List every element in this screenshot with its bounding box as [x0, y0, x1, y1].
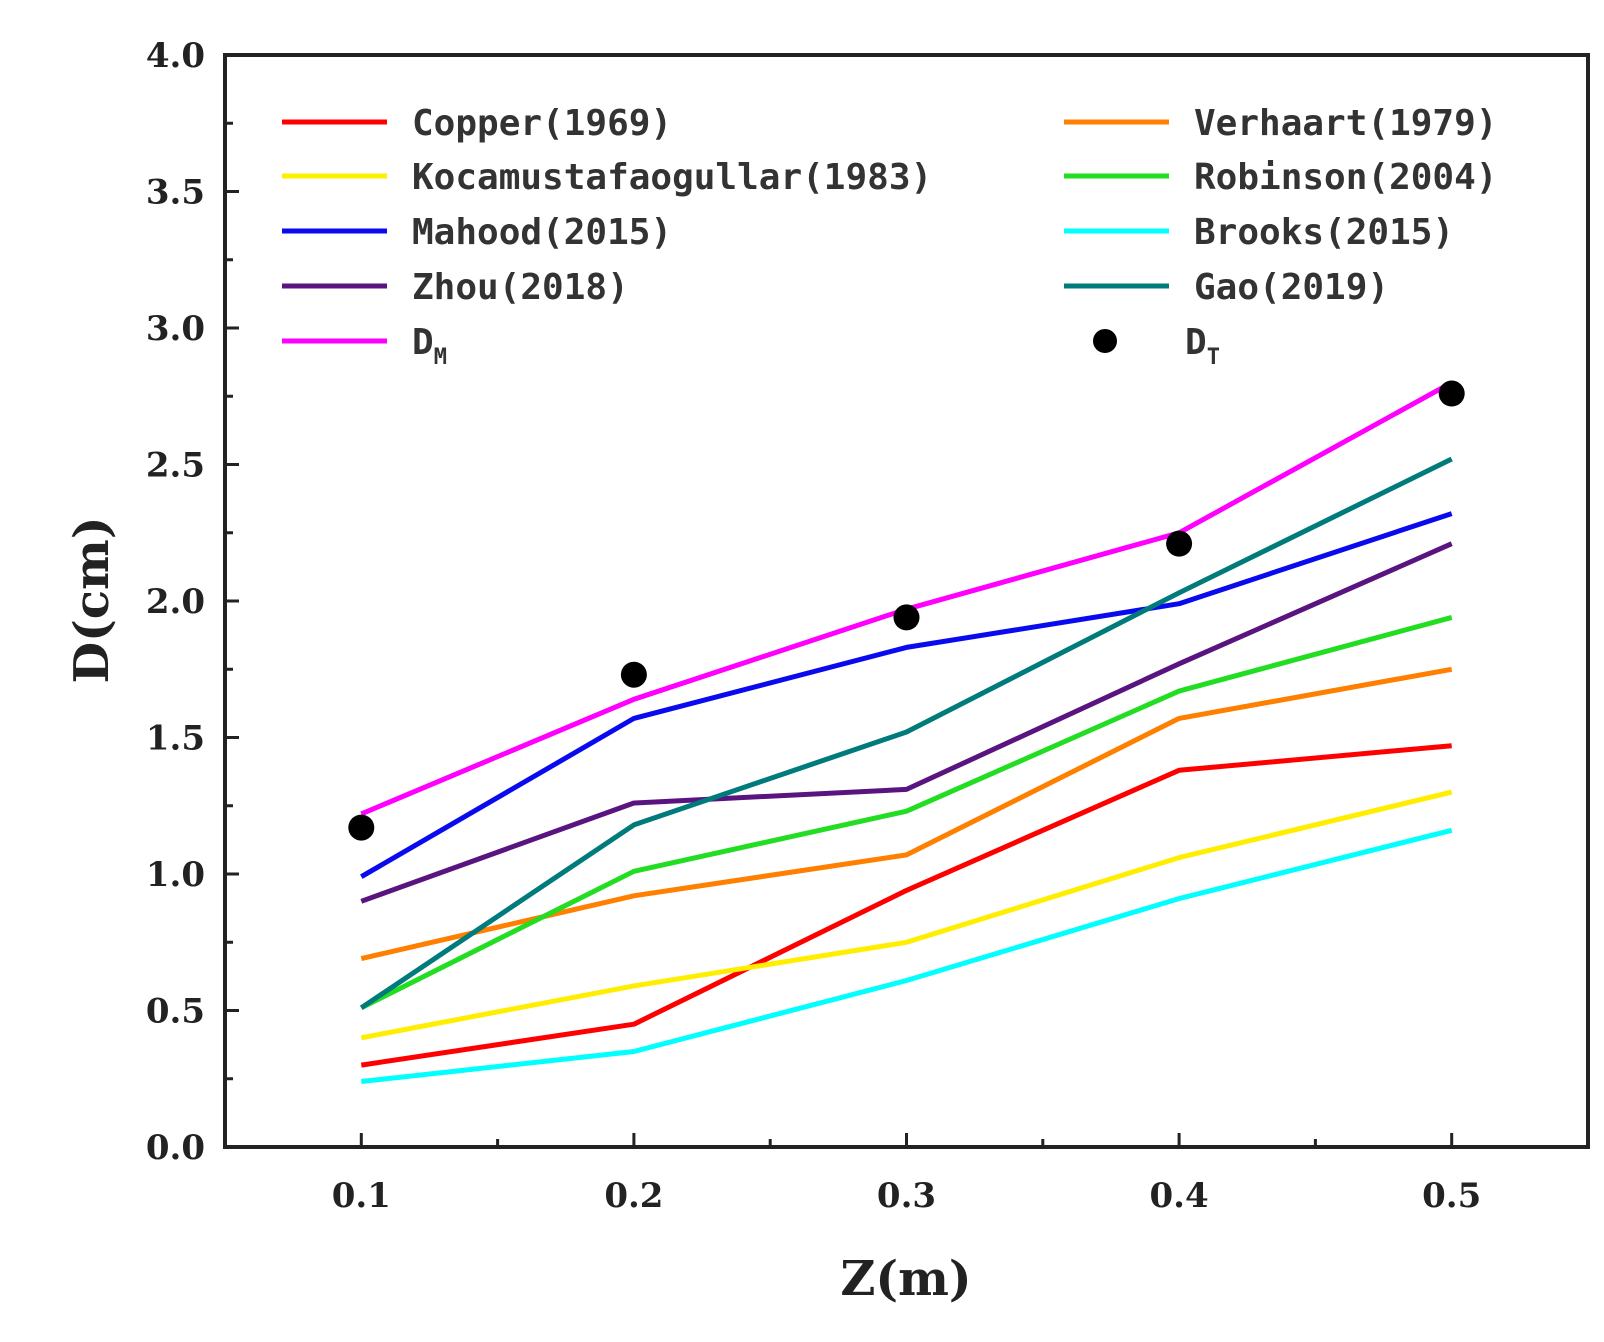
legend: Copper(1969) Verhaart(1979) Kocamustafaogu…	[282, 103, 1497, 370]
scatter-point-dt	[893, 604, 920, 631]
y-axis: 0.0 0.5 1.0 1.5 2.0 2.5 3.0 3.5 4.0	[146, 36, 239, 1168]
series-line-robinson-2004	[360, 614, 1453, 1011]
legend-label: Zhou(2018)	[412, 267, 629, 308]
y-tick-label: 3.5	[146, 173, 205, 213]
scatter-point-dt	[1166, 530, 1193, 557]
series-line-kocamustafaogullar-1983	[360, 789, 1453, 1041]
legend-label: Verhaart(1979)	[1194, 103, 1497, 144]
scatter-layer	[348, 380, 1465, 841]
y-tick-label: 4.0	[146, 36, 205, 76]
series-line-copper-1969	[360, 743, 1452, 1068]
series-line-verhaart-1979	[360, 666, 1453, 962]
scatter-point-dt	[1438, 380, 1465, 407]
series-line-brooks-2015	[361, 827, 1453, 1084]
scatter-point-dt	[620, 661, 647, 688]
y-tick-label: 0.5	[146, 992, 205, 1032]
x-tick-label: 0.2	[604, 1176, 663, 1216]
y-tick-label: 3.0	[146, 309, 205, 349]
x-tick-label: 0.5	[1422, 1176, 1481, 1216]
x-tick-label: 0.4	[1150, 1176, 1209, 1216]
legend-label: Robinson(2004)	[1194, 157, 1497, 198]
legend-marker	[1093, 329, 1117, 353]
series-line-dm	[360, 380, 1453, 817]
x-axis-title: Z(m)	[840, 1251, 971, 1307]
series-line-mahood-2015	[360, 511, 1453, 879]
series-line-zhou-2018	[360, 541, 1453, 904]
y-tick-label: 1.0	[146, 855, 205, 895]
legend-label: Gao(2019)	[1194, 267, 1389, 308]
x-tick-label: 0.1	[332, 1176, 391, 1216]
legend-label: Kocamustafaogullar(1983)	[412, 157, 932, 198]
legend-label: DT	[1185, 322, 1220, 370]
y-tick-label: 2.0	[146, 582, 205, 622]
series-layer	[359, 380, 1453, 1084]
y-axis-title: D(cm)	[64, 516, 120, 683]
legend-label: Brooks(2015)	[1194, 212, 1454, 253]
x-axis: 0.1 0.2 0.3 0.4 0.5	[332, 1133, 1481, 1216]
series-line-gao-2019	[359, 456, 1453, 1010]
scatter-point-dt	[348, 814, 375, 841]
y-tick-label: 0.0	[146, 1128, 205, 1168]
legend-label: Mahood(2015)	[412, 212, 672, 253]
x-tick-label: 0.3	[877, 1176, 936, 1216]
y-tick-label: 1.5	[146, 719, 205, 759]
legend-label: DM	[412, 322, 447, 370]
y-tick-label: 2.5	[146, 446, 205, 486]
legend-label: Copper(1969)	[412, 103, 672, 144]
